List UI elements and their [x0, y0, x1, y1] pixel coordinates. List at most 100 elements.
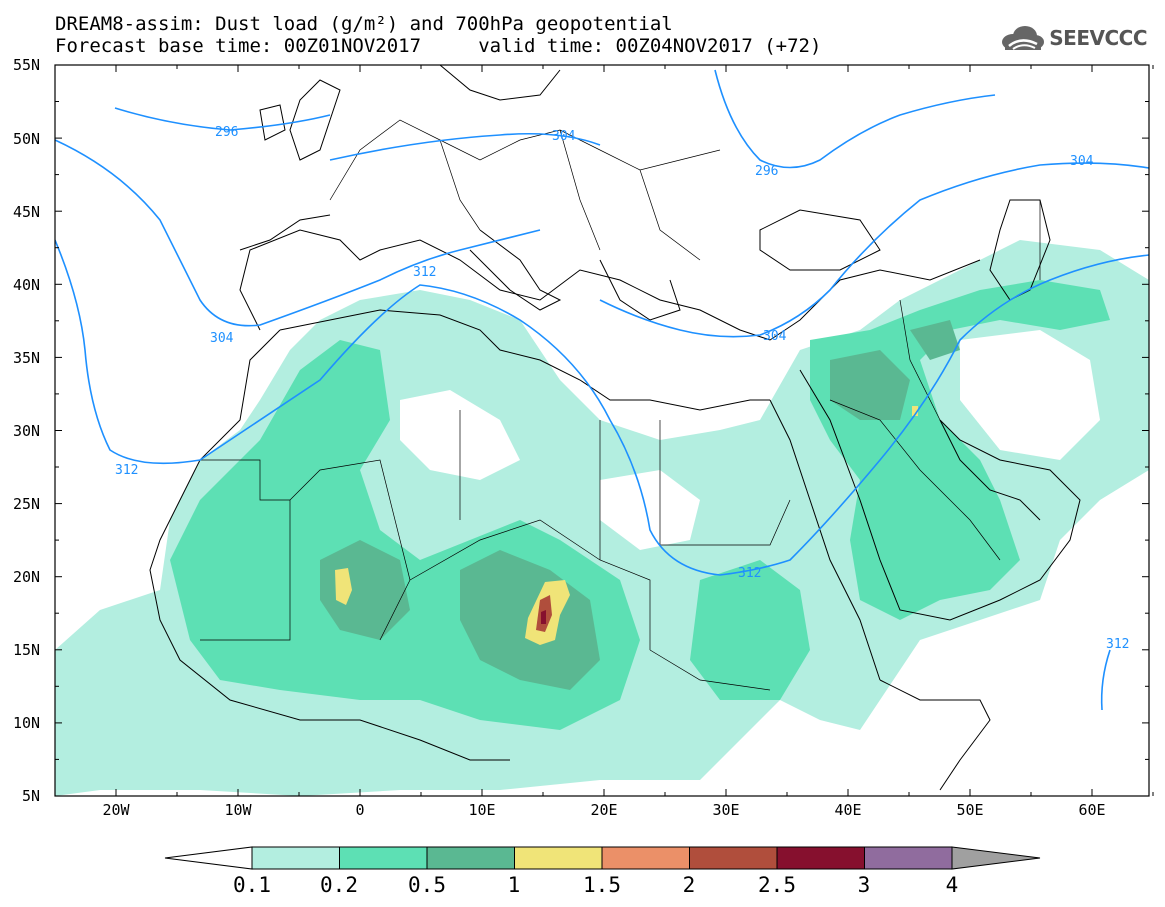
coast-black-sea: [759, 209, 881, 271]
colorbar-box: [426, 846, 515, 870]
contour-label: 312: [738, 566, 761, 581]
lon-label: 40E: [834, 801, 861, 819]
logo: SEEVCCC: [999, 24, 1147, 52]
contour-312-main: [55, 239, 1149, 576]
coast-persian-gulf: [939, 419, 1041, 521]
colorbar-box: [776, 846, 865, 870]
lat-label: 35N: [13, 349, 40, 367]
coast-uk: [289, 79, 341, 161]
lon-label: 20E: [590, 801, 617, 819]
lat-label: 15N: [13, 641, 40, 659]
coast-red-sea: [769, 399, 881, 681]
contour-label: 312: [115, 463, 138, 478]
lon-label: 50E: [956, 801, 983, 819]
lat-label: 5N: [22, 787, 40, 805]
border: [559, 129, 601, 251]
colorbar-above-arrow: [951, 846, 1041, 870]
lon-label: 30E: [712, 801, 739, 819]
coast-africa-west: [149, 329, 510, 761]
geopotential-contours: [55, 69, 1149, 711]
contour-label: 304: [552, 129, 576, 144]
lat-label: 25N: [13, 495, 40, 513]
contour-label: 304: [210, 331, 234, 346]
coast-ireland: [259, 104, 286, 141]
contour-304-main: [55, 139, 541, 327]
contour-label: 304: [1070, 154, 1094, 169]
contour-312-east: [1100, 649, 1111, 711]
cloud-icon: [1002, 26, 1045, 50]
colorbar-box: [689, 846, 778, 870]
lon-label: 0: [355, 801, 364, 819]
dust-region-hot: [335, 568, 352, 605]
coastlines: [149, 65, 1081, 791]
border: [659, 420, 791, 546]
dust-region-dark: [320, 540, 410, 640]
map-title-line1: DREAM8-assim: Dust load (g/m²) and 700hP…: [55, 13, 673, 35]
colorbar-box: [514, 846, 603, 870]
border: [409, 519, 651, 650]
colorbar-below-arrow: [164, 846, 253, 870]
colorbar-label: 0.2: [320, 873, 358, 897]
logo-text: SEEVCCC: [1049, 26, 1147, 50]
colorbar-box: [601, 846, 690, 870]
lat-label: 20N: [13, 568, 40, 586]
colorbar-label: 1: [508, 873, 521, 897]
lon-label: 10E: [468, 801, 495, 819]
coast-north-africa: [279, 309, 770, 411]
colorbar-box: [864, 846, 953, 870]
lat-label: 40N: [13, 276, 40, 294]
coast-italy: [469, 229, 562, 311]
lon-label: 20W: [102, 801, 130, 819]
lat-label: 50N: [13, 130, 40, 148]
colorbar-box: [251, 846, 340, 870]
dust-region-clear: [600, 470, 700, 550]
colorbar-label: 3: [858, 873, 871, 897]
lat-label: 10N: [13, 714, 40, 732]
colorbar-label: 0.5: [408, 873, 446, 897]
colorbar-label: 0.1: [233, 873, 271, 897]
colorbar-label: 1.5: [583, 873, 621, 897]
border: [439, 139, 481, 231]
contour-label: 312: [413, 265, 436, 280]
dust-region-dark: [910, 320, 960, 360]
coast-horn: [879, 679, 991, 791]
colorbar-box: [339, 846, 428, 870]
dust-region-core: [541, 610, 546, 624]
contour-label: 296: [755, 164, 778, 179]
contour-296-west: [114, 107, 331, 131]
contour-label: 312: [1106, 637, 1129, 652]
contour-304-central: [599, 162, 1149, 338]
colorbar-boxes: [251, 846, 953, 870]
border: [329, 119, 721, 201]
colorbar-labels: 0.1 0.2 0.5 1 1.5 2 2.5 3 4: [233, 873, 958, 897]
colorbar: 0.1 0.2 0.5 1 1.5 2 2.5 3 4: [164, 846, 1041, 897]
colorbar-label: 4: [946, 873, 959, 897]
border: [649, 649, 771, 691]
border: [639, 169, 701, 261]
lat-label: 45N: [13, 203, 40, 221]
contour-296-east: [714, 69, 996, 169]
lat-label: 30N: [13, 422, 40, 440]
border: [829, 399, 1001, 561]
lat-label: 55N: [13, 56, 40, 74]
lon-label: 60E: [1078, 801, 1105, 819]
dust-region-medium: [690, 560, 810, 700]
contour-label: 296: [215, 125, 238, 140]
border: [200, 459, 291, 641]
contour-labels: 296 304 296 304 312 304 304 312 312 312: [115, 125, 1129, 652]
contour-304-north: [329, 132, 601, 161]
contour-label: 304: [763, 329, 787, 344]
colorbar-label: 2: [683, 873, 696, 897]
lon-labels: 20W 10W 0 10E 20E 30E 40E 50E 60E: [102, 801, 1105, 819]
coast-arabia: [799, 369, 1081, 621]
axis-ticks: [55, 64, 1154, 797]
lon-label: 10W: [224, 801, 252, 819]
dust-region-clear: [960, 330, 1100, 460]
map-title-line2: Forecast base time: 00Z01NOV2017 valid t…: [55, 35, 822, 57]
dust-field: [55, 240, 1149, 796]
colorbar-label: 2.5: [758, 873, 796, 897]
coast-scandinavia: [439, 65, 561, 101]
lat-labels: 55N 50N 45N 40N 35N 30N 25N 20N 15N 10N …: [13, 56, 40, 805]
border: [289, 459, 411, 641]
borders: [200, 119, 1041, 691]
